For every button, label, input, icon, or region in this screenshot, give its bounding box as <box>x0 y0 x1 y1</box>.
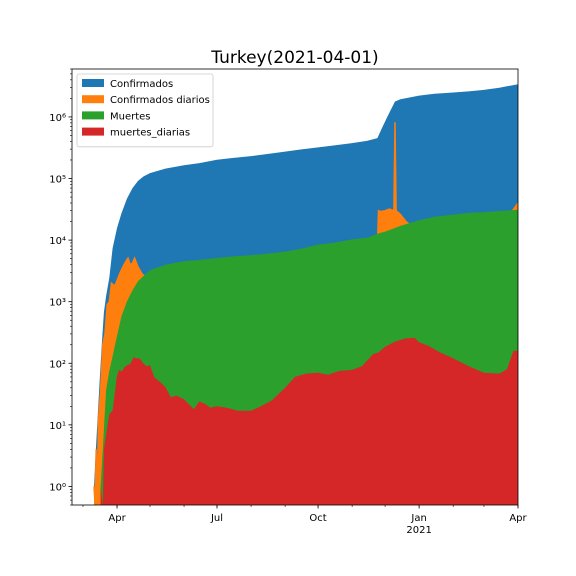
y-tick-label: 10⁰ <box>49 482 66 493</box>
x-tick-label: Jan <box>410 513 426 524</box>
y-tick-label: 10³ <box>49 298 66 309</box>
legend-label: muertes_diarias <box>110 128 190 139</box>
y-tick-label: 10¹ <box>49 421 66 432</box>
y-tick-label: 10² <box>49 359 66 370</box>
legend-swatch <box>82 79 104 87</box>
series-layer <box>93 84 518 505</box>
y-tick-label: 10⁴ <box>49 236 66 247</box>
series-area-muertes-diarias <box>100 337 518 505</box>
legend-label: Confirmados diarios <box>110 95 210 106</box>
x-tick-label: Jul <box>210 513 223 524</box>
legend-box <box>76 73 214 148</box>
y-tick-label: 10⁵ <box>49 175 66 186</box>
x-tick-label: Apr <box>509 513 527 524</box>
x-tick-label: Oct <box>309 513 326 524</box>
legend-swatch <box>82 127 104 136</box>
legend-swatch <box>82 95 104 104</box>
legend: Confirmados Confirmados diarios Muertes mue… <box>76 73 214 148</box>
legend-label: Confirmados <box>110 79 173 90</box>
x-tick-sublabel: 2021 <box>406 525 431 536</box>
legend-label: Muertes <box>110 111 151 122</box>
chart-title: Turkey(2021-04-01) <box>210 48 378 68</box>
x-tick-label: Apr <box>108 513 126 524</box>
y-tick-label: 10⁶ <box>49 113 66 124</box>
legend-swatch <box>82 111 104 120</box>
plot-frame <box>71 68 519 506</box>
